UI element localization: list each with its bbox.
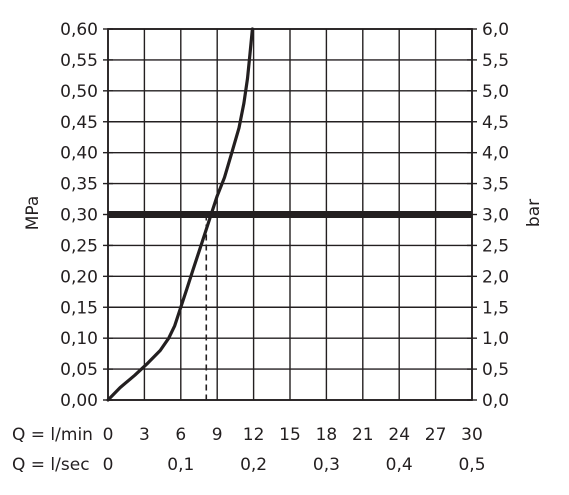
y-right-tick-label: 3,5: [482, 175, 509, 195]
y-left-tick-label: 0,60: [60, 20, 98, 40]
x-tick-label: 30: [461, 425, 483, 445]
y-axis-right-ticks: 0,0 0,5 1,0 1,5 2,0 2,5 3,0 3,5 4,0 4,5 5,0 5,5 6,0: [482, 20, 509, 411]
y-left-tick-label: 0,10: [60, 329, 98, 349]
x-tick-label: 0,4: [386, 455, 413, 475]
x-row-label: Q = l/min: [12, 425, 93, 445]
y-left-tick-label: 0,15: [60, 298, 98, 318]
y-left-tick-label: 0,30: [60, 206, 98, 226]
x-tick-label: 0: [103, 425, 114, 445]
x-tick-label: 15: [279, 425, 301, 445]
y-left-tick-label: 0,35: [60, 175, 98, 195]
x-tick-label: 12: [243, 425, 265, 445]
y-right-tick-label: 1,5: [482, 298, 509, 318]
x-tick-label: 21: [352, 425, 374, 445]
y-left-tick-label: 0,00: [60, 391, 98, 411]
y-right-tick-label: 5,0: [482, 82, 509, 102]
y-right-tick-label: 3,0: [482, 206, 509, 226]
y-right-tick-label: 5,5: [482, 51, 509, 71]
y-right-tick-label: 2,5: [482, 236, 509, 256]
y-left-tick-label: 0,25: [60, 236, 98, 256]
y-right-tick-label: 1,0: [482, 329, 509, 349]
y-left-tick-label: 0,50: [60, 82, 98, 102]
y-right-tick-label: 6,0: [482, 20, 509, 40]
x-tick-label: 6: [175, 425, 186, 445]
y-axis-right-label: bar: [524, 199, 544, 227]
x-tick-label: 0,2: [240, 455, 267, 475]
x-tick-label: 0,5: [458, 455, 485, 475]
x-tick-label: 18: [316, 425, 338, 445]
y-right-tick-label: 0,0: [482, 391, 509, 411]
y-left-tick-label: 0,20: [60, 267, 98, 287]
y-left-tick-label: 0,45: [60, 113, 98, 133]
y-right-tick-label: 2,0: [482, 267, 509, 287]
x-tick-label: 0,3: [313, 455, 340, 475]
y-right-tick-label: 4,5: [482, 113, 509, 133]
y-right-tick-label: 0,5: [482, 360, 509, 380]
x-tick-label: 9: [212, 425, 223, 445]
series-curve: [106, 27, 254, 402]
y-axis-left-label: MPa: [23, 196, 43, 231]
x-tick-label: 0: [103, 455, 114, 475]
x-tick-label: 0,1: [167, 455, 194, 475]
x-tick-label: 24: [388, 425, 410, 445]
x-tick-label: 27: [425, 425, 447, 445]
series-layer: [106, 27, 254, 402]
x-axis-rows: Q = l/min 0 3 6 9 12 15 18 21 24 27 30 Q = l/sec 0 0,1…: [12, 425, 486, 475]
x-row-label: Q = l/sec: [12, 455, 90, 475]
y-axis-left-ticks: 0,00 0,05 0,10 0,15 0,20 0,25 0,30 0,35 0,40 0,45…: [60, 20, 98, 411]
x-tick-label: 3: [139, 425, 150, 445]
y-left-tick-label: 0,05: [60, 360, 98, 380]
y-right-tick-label: 4,0: [482, 144, 509, 164]
y-left-tick-label: 0,40: [60, 144, 98, 164]
y-left-tick-label: 0,55: [60, 51, 98, 71]
